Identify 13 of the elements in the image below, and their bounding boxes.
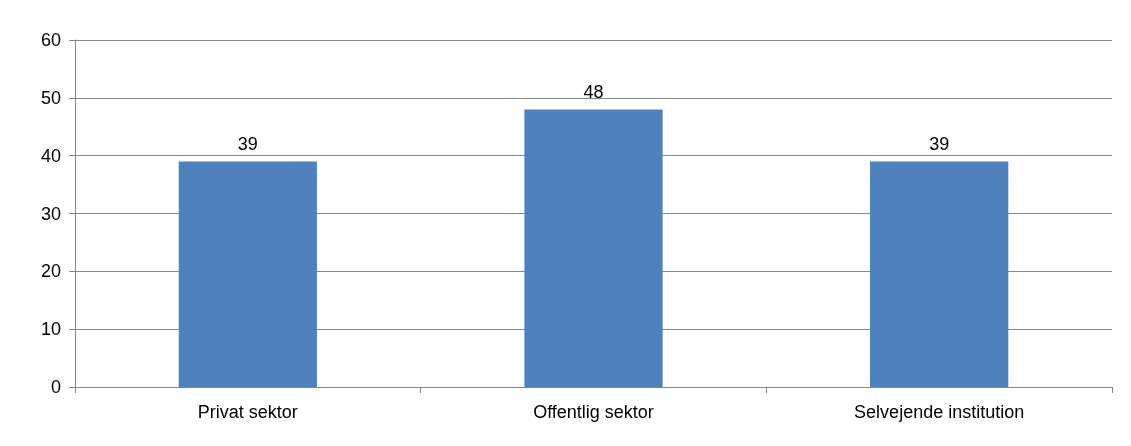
- data-label: 39: [929, 134, 950, 155]
- data-label: 39: [237, 134, 258, 155]
- y-tick-label: 40: [40, 145, 61, 166]
- y-tick-label: 30: [40, 203, 61, 224]
- y-tick-label: 10: [40, 319, 61, 340]
- data-label: 48: [583, 82, 604, 103]
- x-tick-label: Selvejende institution: [854, 402, 1025, 422]
- y-tick-label: 20: [40, 261, 61, 282]
- y-tick-label: 50: [40, 87, 61, 108]
- x-tick-label: Offentlig sektor: [533, 402, 654, 422]
- y-tick-label: 0: [50, 377, 61, 397]
- y-tick-label: 60: [40, 30, 61, 50]
- x-tick-label: Privat sektor: [197, 402, 298, 422]
